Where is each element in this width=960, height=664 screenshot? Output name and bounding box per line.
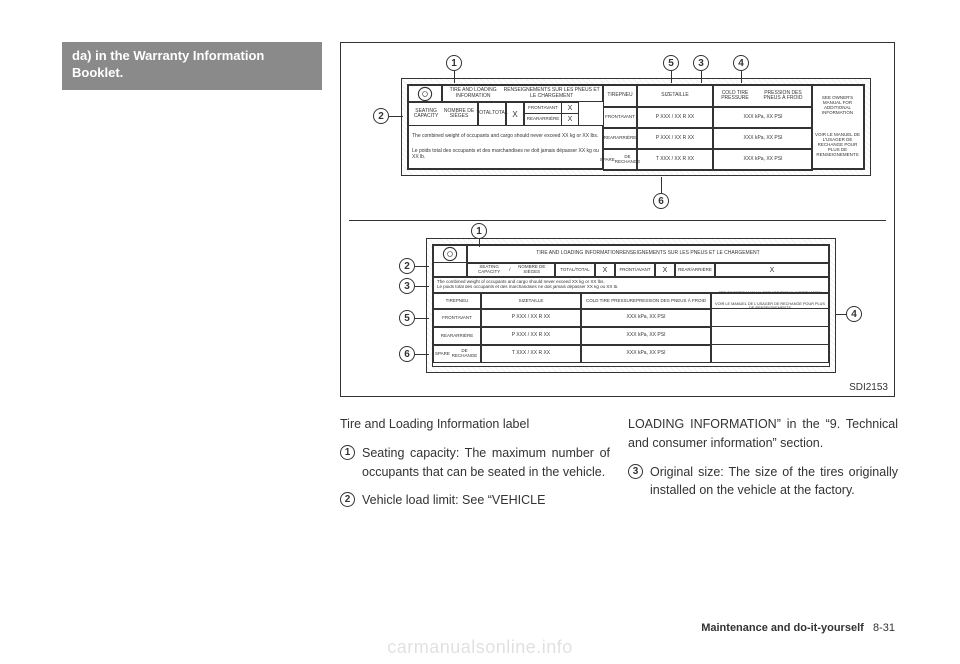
footer-section: Maintenance and do-it-yourself	[701, 622, 864, 634]
callout-b6: 6	[399, 346, 415, 362]
figure-box: 1 5 3 4 2 6 TIRE AND LOADING I	[340, 42, 895, 397]
callout-b3: 3	[399, 278, 415, 294]
item-1-num: 1	[340, 445, 355, 460]
callout-b1: 1	[471, 223, 487, 239]
item-1: 1 Seating capacity: The maximum number o…	[340, 444, 610, 482]
column-left: Tire and Loading Information label 1 Sea…	[340, 415, 610, 520]
item-1-text: Seating capacity: The maximum number of …	[362, 444, 610, 482]
placard-top-region: 1 5 3 4 2 6 TIRE AND LOADING I	[341, 53, 894, 213]
placard-bottom-region: 1 2 3 5 6 4 TIRE AND LOADING INFORMATION…	[341, 228, 894, 383]
page-footer: Maintenance and do-it-yourself 8-31	[701, 622, 895, 634]
callout-6: 6	[653, 193, 669, 209]
tire-icon	[418, 86, 432, 100]
callout-5: 5	[663, 55, 679, 71]
callout-b5: 5	[399, 310, 415, 326]
title-cell: TIRE AND LOADING INFORMATIONRENSEIGNEMEN…	[442, 85, 603, 102]
item-2: 2 Vehicle load limit: See “VEHICLE	[340, 491, 610, 510]
callout-b4: 4	[846, 306, 862, 322]
placard-top: TIRE AND LOADING INFORMATIONRENSEIGNEMEN…	[401, 78, 871, 176]
footer-page: 8-31	[873, 622, 895, 634]
item-3-num: 3	[628, 464, 643, 479]
figure-divider	[349, 220, 886, 221]
item-2-text: Vehicle load limit: See “VEHICLE	[362, 491, 545, 510]
item-2-cont: LOADING INFORMATION” in the “9. Technica…	[628, 415, 898, 453]
item-3: 3 Original size: The size of the tires o…	[628, 463, 898, 501]
item-2-num: 2	[340, 492, 355, 507]
tire-icon-b	[443, 247, 457, 261]
callout-b2: 2	[399, 258, 415, 274]
callout-1: 1	[446, 55, 462, 71]
callout-3: 3	[693, 55, 709, 71]
watermark: carmanualsonline.info	[387, 637, 573, 658]
callout-4: 4	[733, 55, 749, 71]
warranty-note: da) in the Warranty Information Booklet.	[62, 42, 322, 90]
placard-bottom: TIRE AND LOADING INFORMATIONRENSEIGNEMEN…	[426, 238, 836, 373]
caption: Tire and Loading Information label	[340, 415, 610, 434]
item-3-text: Original size: The size of the tires ori…	[650, 463, 898, 501]
callout-2: 2	[373, 108, 389, 124]
column-right: LOADING INFORMATION” in the “9. Technica…	[628, 415, 898, 510]
figure-code: SDI2153	[849, 382, 888, 393]
